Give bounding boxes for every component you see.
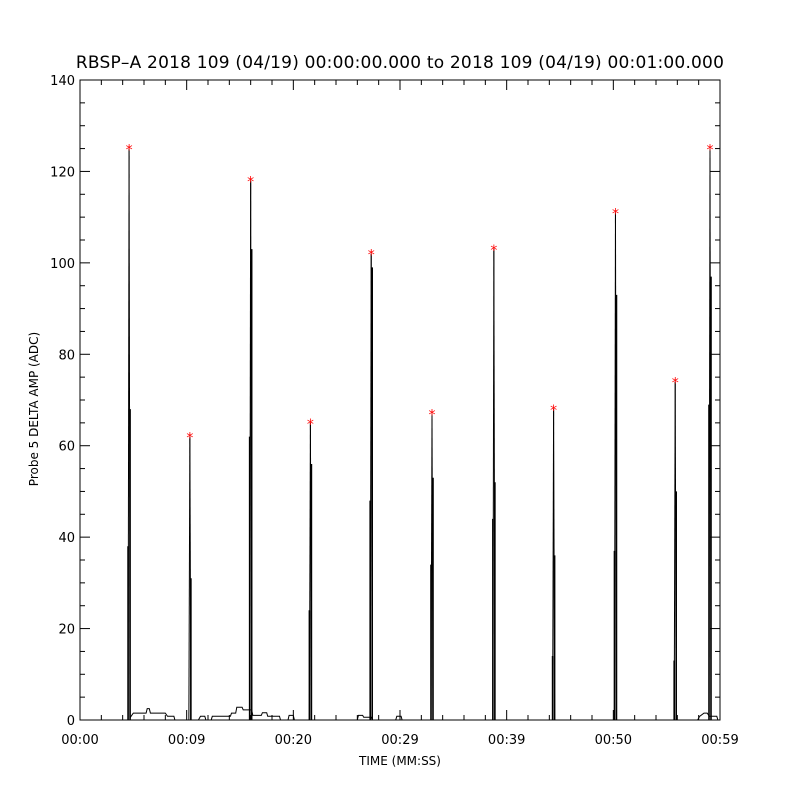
chart-title: RBSP–A 2018 109 (04/19) 00:00:00.000 to …	[75, 53, 725, 73]
y-tick-label: 140	[50, 74, 75, 89]
y-tick-label: 0	[67, 714, 75, 729]
peak-marker: *	[186, 431, 193, 447]
peak-marker: *	[490, 243, 497, 259]
peak-marker: *	[307, 417, 314, 433]
y-tick-label: 40	[58, 531, 75, 546]
y-tick-label: 20	[58, 623, 75, 638]
y-tick-label: 100	[50, 257, 75, 272]
x-tick-label: 00:50	[595, 733, 632, 748]
series-baseline-trace	[129, 706, 719, 721]
peak-marker: *	[707, 143, 714, 159]
x-tick-label: 00:29	[381, 733, 418, 748]
x-tick-label: 00:59	[701, 733, 738, 748]
peak-marker: *	[612, 207, 619, 223]
x-axis-title: TIME (MM:SS)	[358, 754, 441, 768]
plot-frame	[79, 79, 721, 721]
y-tick-label: 60	[58, 440, 75, 455]
peak-marker: *	[672, 376, 679, 392]
x-tick-label: 00:39	[488, 733, 525, 748]
y-tick-label: 120	[50, 165, 75, 180]
x-tick-label: 00:20	[275, 733, 312, 748]
y-axis-title: Probe 5 DELTA AMP (ADC)	[27, 332, 41, 486]
peak-marker: *	[126, 143, 133, 159]
y-tick-label: 80	[58, 348, 75, 363]
peak-marker: *	[368, 248, 375, 264]
x-tick-label: 00:09	[168, 733, 205, 748]
marker-layer: * * * * * * * * * * *	[126, 143, 714, 447]
trace-layer	[127, 148, 719, 721]
x-tick-label: 00:00	[61, 733, 98, 748]
tick-layer: 0 20 40 60 80 100 120 140 00:00 00:09 00:20 00:29 00…	[50, 74, 739, 748]
peak-marker: *	[247, 175, 254, 191]
peak-marker: *	[550, 403, 557, 419]
peak-marker: *	[429, 408, 436, 424]
